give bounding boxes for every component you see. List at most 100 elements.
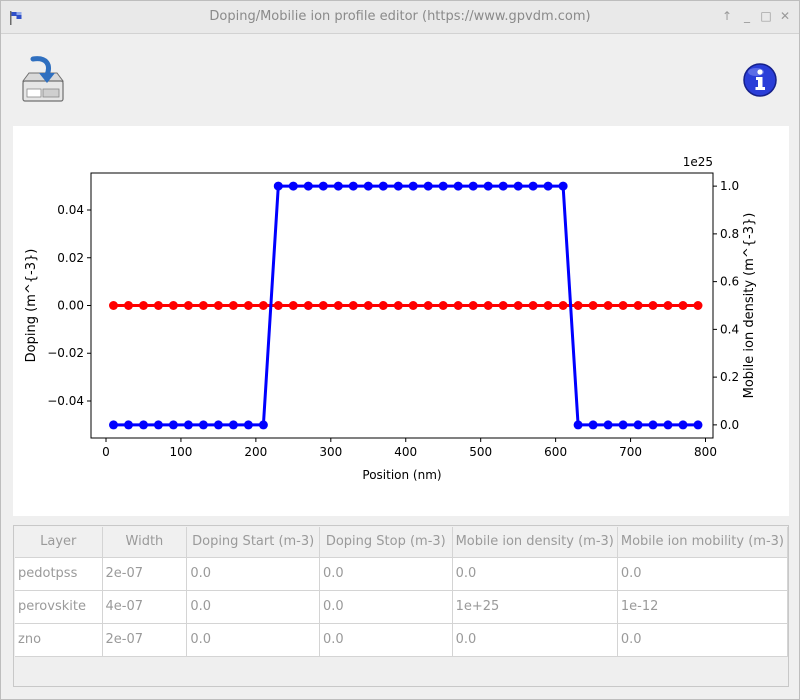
x-tick-label: 200 [244, 445, 267, 459]
data-point [438, 301, 448, 310]
data-point [273, 301, 283, 310]
data-point [258, 420, 268, 430]
table-cell[interactable]: 0.0 [186, 557, 321, 591]
keep-above-icon[interactable]: ↑ [721, 9, 733, 23]
data-point [109, 420, 118, 430]
y-tick-label: 0.04 [57, 203, 84, 217]
x-axis-label: Position (nm) [362, 468, 441, 482]
table-cell[interactable]: 0.0 [319, 557, 453, 591]
x-tick-label: 800 [694, 445, 717, 459]
y-tick-label: −0.02 [47, 346, 84, 360]
table-cell[interactable]: 0.0 [617, 557, 789, 591]
data-point [273, 181, 283, 191]
column-header[interactable]: Mobile ion density (m-3) [452, 527, 618, 558]
layer-table-panel: Layer Width Doping Start (m-3) Doping St… [13, 525, 789, 687]
column-header[interactable]: Doping Start (m-3) [186, 527, 321, 558]
data-point [183, 301, 193, 310]
data-point [498, 181, 508, 191]
data-point [678, 301, 688, 310]
data-point [168, 301, 178, 310]
data-point [588, 420, 598, 430]
data-point [528, 181, 538, 191]
data-point [318, 301, 328, 310]
table-cell[interactable]: 2e-07 [102, 623, 188, 657]
window-title: Doping/Mobilie ion profile editor (https… [209, 9, 591, 24]
table-cell[interactable]: 4e-07 [102, 590, 188, 624]
data-point [183, 420, 193, 430]
data-point [663, 420, 673, 430]
title-bar[interactable]: Doping/Mobilie ion profile editor (https… [1, 1, 799, 34]
data-point [139, 301, 148, 310]
table-cell[interactable]: perovskite [15, 590, 103, 624]
y2-tick-label: 0.8 [720, 227, 739, 241]
data-point [468, 301, 478, 310]
data-point [678, 420, 688, 430]
close-icon[interactable]: ✕ [779, 9, 791, 23]
data-point [633, 420, 643, 430]
y-tick-label: −0.04 [47, 394, 84, 408]
data-point [258, 301, 268, 310]
table-cell[interactable]: 0.0 [452, 557, 618, 591]
table-cell[interactable]: 0.0 [617, 623, 789, 657]
column-header[interactable]: Doping Stop (m-3) [319, 527, 453, 558]
data-point [543, 301, 553, 310]
column-header[interactable]: Width [102, 527, 188, 558]
minimize-icon[interactable]: _ [744, 9, 750, 23]
save-icon[interactable] [19, 55, 67, 105]
table-cell[interactable]: pedotpss [15, 557, 103, 591]
table-cell[interactable]: 1e-12 [617, 590, 789, 624]
table-cell[interactable]: 0.0 [452, 623, 618, 657]
layer-table: Layer Width Doping Start (m-3) Doping St… [15, 527, 789, 657]
data-point [303, 181, 313, 191]
maximize-icon[interactable]: □ [760, 9, 772, 23]
table-cell[interactable]: 2e-07 [102, 557, 188, 591]
column-header[interactable]: Mobile ion mobility (m-3) [617, 527, 789, 558]
data-point [124, 301, 133, 310]
data-point [243, 301, 253, 310]
data-point [168, 420, 178, 430]
data-point [408, 181, 418, 191]
table-cell[interactable]: 0.0 [319, 590, 453, 624]
table-cell[interactable]: 0.0 [319, 623, 453, 657]
table-row[interactable]: pedotpss 2e-07 0.0 0.0 0.0 0.0 [15, 557, 789, 591]
data-point [618, 420, 628, 430]
data-point [483, 301, 493, 310]
data-point [228, 420, 238, 430]
x-tick-label: 500 [469, 445, 492, 459]
data-point [438, 181, 448, 191]
y-tick-label: 0.02 [57, 251, 84, 265]
x-tick-label: 700 [619, 445, 642, 459]
data-point [348, 301, 358, 310]
data-point [648, 420, 658, 430]
data-point [648, 301, 658, 310]
y2-tick-label: 0.6 [720, 275, 739, 289]
toolbar [1, 35, 799, 123]
x-tick-label: 300 [319, 445, 342, 459]
column-header[interactable]: Layer [15, 527, 103, 558]
info-icon[interactable] [742, 62, 778, 98]
data-point [423, 181, 433, 191]
data-point [573, 301, 583, 310]
series-line-1 [113, 184, 698, 427]
table-cell[interactable]: zno [15, 623, 103, 657]
data-point [453, 301, 463, 310]
y2-tick-label: 0.4 [720, 322, 739, 336]
data-point [363, 181, 373, 191]
table-cell[interactable]: 0.0 [186, 590, 321, 624]
plot-panel: 0 100 200 300 400 500 600 700 800 −0.04 −0.02 0.00 0… [13, 126, 789, 516]
table-row[interactable]: zno 2e-07 0.0 0.0 0.0 0.0 [15, 623, 789, 657]
table-row[interactable]: perovskite 4e-07 0.0 0.0 1e+25 1e-12 [15, 590, 789, 624]
data-point [288, 181, 298, 191]
data-point [408, 301, 418, 310]
data-point [333, 181, 343, 191]
data-point [468, 181, 478, 191]
data-point [573, 420, 583, 430]
data-point [213, 420, 223, 430]
data-point [588, 301, 598, 310]
data-point [228, 301, 238, 310]
table-cell[interactable]: 1e+25 [452, 590, 618, 624]
data-point [453, 181, 463, 191]
app-icon [10, 11, 22, 25]
table-cell[interactable]: 0.0 [186, 623, 321, 657]
data-point [558, 181, 568, 191]
